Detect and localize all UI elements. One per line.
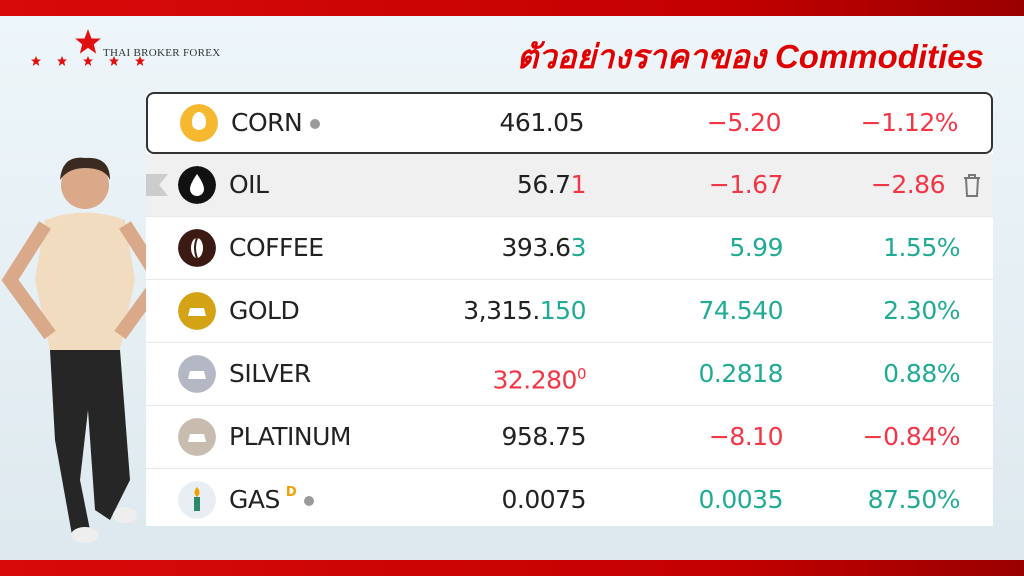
change: 0.2818 <box>698 359 784 388</box>
change-percent: −0.84% <box>862 422 961 451</box>
platinum-bar-icon <box>178 418 216 456</box>
bottom-bar <box>0 560 1024 576</box>
coffee-bean-icon <box>178 229 216 267</box>
price: 461.05 <box>499 108 585 137</box>
table-row-silver[interactable]: SILVER 32.2800 0.2818 0.88% <box>146 343 993 406</box>
silver-bar-icon <box>178 355 216 393</box>
flag-icon[interactable] <box>146 174 168 196</box>
change-percent: 1.55% <box>883 233 960 262</box>
status-dot <box>310 119 321 129</box>
change-percent: 2.30% <box>883 296 960 325</box>
change: −1.67 <box>708 170 784 199</box>
change: 0.0035 <box>698 485 784 514</box>
stars-icon <box>30 56 145 66</box>
delayed-badge: D <box>285 485 297 500</box>
oil-drop-icon <box>178 166 216 204</box>
table-row-platinum[interactable]: PLATINUM 958.75 −8.10 −0.84% <box>146 406 993 469</box>
change-percent: −1.12% <box>860 108 959 137</box>
symbol-name: SILVER <box>229 359 311 388</box>
table-row-oil[interactable]: OIL 56.71 −1.67 −2.86 <box>146 154 993 217</box>
top-bar <box>0 0 1024 16</box>
logo: THAI BROKER FOREX <box>20 28 220 66</box>
change-percent: 0.88% <box>883 359 960 388</box>
status-dot <box>304 496 315 506</box>
symbol-name: OIL <box>229 170 269 199</box>
presenter-image <box>1 157 169 543</box>
symbol-name: PLATINUM <box>229 422 351 451</box>
commodities-table: CORN 461.05 −5.20 −1.12% OIL 56.71 −1.67… <box>146 92 993 526</box>
symbol-name: GAS D <box>229 485 315 515</box>
change: −8.10 <box>708 422 784 451</box>
price: 3,315.150 <box>463 296 586 325</box>
symbol-name: CORN <box>231 108 321 138</box>
price: 958.75 <box>501 422 587 451</box>
table-row-gas[interactable]: GAS D 0.0075 0.0035 87.50% <box>146 469 993 526</box>
page-title: ตัวอย่างราคาของ Commodities <box>516 38 984 75</box>
change: 5.99 <box>729 233 783 262</box>
star-icon <box>74 29 101 54</box>
gas-icon <box>178 481 216 519</box>
change-percent: −2.86 <box>870 170 946 199</box>
gold-bar-icon <box>178 292 216 330</box>
price: 56.71 <box>516 170 587 199</box>
symbol-name: COFFEE <box>229 233 324 262</box>
change: −5.20 <box>706 108 782 137</box>
price: 32.2800 <box>492 365 586 395</box>
table-row-corn[interactable]: CORN 461.05 −5.20 −1.12% <box>146 92 993 154</box>
change: 74.540 <box>698 296 784 325</box>
price: 0.0075 <box>501 485 587 514</box>
trash-icon[interactable] <box>961 172 983 198</box>
symbol-name: GOLD <box>229 296 300 325</box>
brand-name: THAI BROKER FOREX <box>103 47 221 59</box>
corn-icon <box>180 104 218 142</box>
change-percent: 87.50% <box>867 485 961 514</box>
table-row-coffee[interactable]: COFFEE 393.63 5.99 1.55% <box>146 217 993 280</box>
table-row-gold[interactable]: GOLD 3,315.150 74.540 2.30% <box>146 280 993 343</box>
price: 393.63 <box>501 233 587 262</box>
